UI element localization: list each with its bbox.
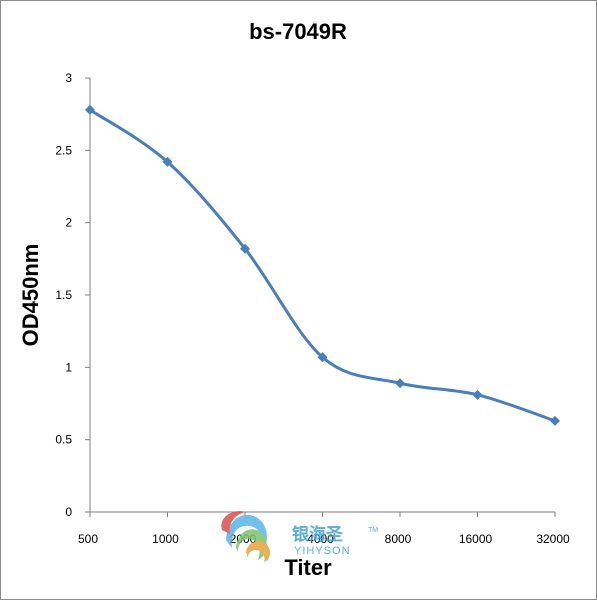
y-tick-label: 2	[65, 216, 72, 230]
data-point-marker	[395, 378, 405, 389]
x-axis-ticks: 50010002000400080001600032000	[78, 512, 570, 546]
x-tick-label: 32000	[536, 532, 570, 546]
x-tick-label: 16000	[459, 532, 493, 546]
y-axis-label: OD450nm	[18, 244, 43, 347]
x-tick-label: 500	[78, 532, 98, 546]
data-point-marker	[317, 352, 328, 363]
data-point-marker	[85, 104, 95, 115]
series-markers	[85, 104, 560, 426]
y-tick-label: 3	[65, 71, 72, 85]
y-tick-label: 1.5	[55, 288, 72, 302]
watermark-brand-cn: 银海圣	[292, 524, 344, 545]
x-axis-label: Titer	[284, 555, 332, 580]
y-tick-label: 2.5	[55, 143, 72, 157]
data-point-marker	[472, 389, 483, 400]
y-tick-label: 1	[65, 360, 72, 374]
watermark-tm: TM	[368, 527, 378, 534]
logo-swirl-icon	[221, 511, 271, 562]
y-tick-label: 0	[65, 505, 72, 519]
x-tick-label: 8000	[385, 532, 412, 546]
y-axis-ticks: 0 0.5 1 1.5 2 2.5 3	[55, 71, 90, 519]
y-tick-label: 0.5	[55, 433, 72, 447]
data-point-marker	[240, 243, 250, 254]
watermark-logo: 银海圣 TM YIHYSON	[221, 511, 378, 562]
x-tick-label: 1000	[152, 532, 179, 546]
data-point-marker	[550, 415, 560, 426]
chart-title: bs-7049R	[249, 19, 347, 44]
data-point-marker	[162, 156, 173, 167]
series-line	[89, 108, 556, 423]
x-tick-label: 4000	[307, 532, 334, 546]
watermark-brand-en: YIHYSON	[294, 545, 351, 557]
